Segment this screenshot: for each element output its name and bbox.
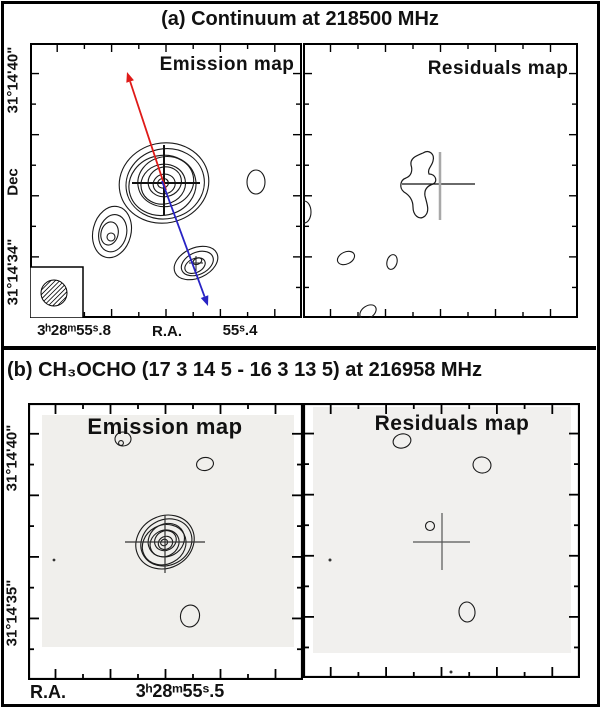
panel-b-residuals-map	[303, 403, 580, 678]
panel-b-residuals-label: Residuals map	[374, 412, 530, 435]
panel-a-title: (a) Continuum at 218500 MHz	[161, 8, 439, 30]
panel-a-xtick-left: 3ʰ28ᵐ55ˢ.8	[37, 322, 111, 339]
panel-a-ytick-top: 31°14'40"	[4, 46, 22, 114]
panel-b-xtick-center: 3ʰ28ᵐ55ˢ.5	[135, 681, 225, 701]
panel-b-ytick-top: 31°14'40"	[3, 424, 21, 492]
panel-b-emission-map	[28, 403, 303, 680]
panel-b-title: (b) CH₃OCHO (17 3 14 5 - 16 3 13 5) at 2…	[7, 359, 482, 381]
panel-b-xlabel-ra: R.A.	[30, 682, 66, 702]
panel-a-residuals-map	[303, 43, 578, 318]
panel-a-emission-map	[30, 43, 302, 318]
panel-a-emission-label: Emission map	[159, 54, 295, 75]
panel-a-xtick-right: 55ˢ.4	[222, 322, 258, 339]
panel-a-xlabel-ra: R.A.	[152, 323, 182, 340]
panel-a-ytick-bottom: 31°14'34"	[4, 238, 22, 306]
panel-a-residuals-label: Residuals map	[427, 58, 569, 79]
panel-b-ytick-bottom: 31°14'35"	[3, 579, 21, 647]
panel-divider	[1, 346, 596, 350]
panel-a-ylabel-dec: Dec	[4, 168, 22, 196]
panel-b-emission-label: Emission map	[87, 414, 243, 439]
